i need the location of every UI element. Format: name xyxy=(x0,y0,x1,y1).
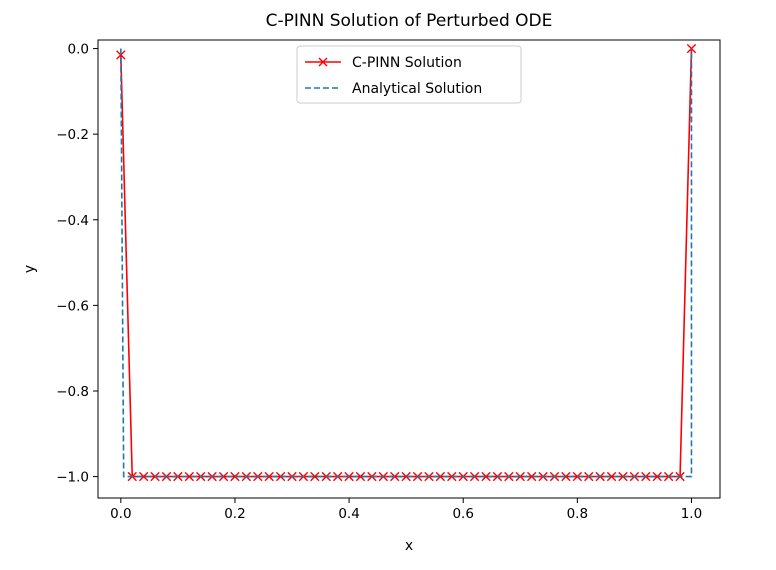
x-marker-stroke xyxy=(561,471,571,482)
axes-frame xyxy=(97,39,721,499)
legend-entry-c-pinn: C-PINN Solution xyxy=(305,55,462,71)
data-point-c-pinn xyxy=(435,471,446,482)
x-marker-stroke xyxy=(606,471,617,482)
data-point-c-pinn xyxy=(561,471,571,482)
y-axis: 0.0 −0.2 −0.4 −0.6 −0.8 −1.0 xyxy=(56,42,98,486)
x-tick-label: 0.2 xyxy=(224,506,245,522)
x-tick-label: 1.0 xyxy=(681,506,702,522)
y-tick-label: −0.6 xyxy=(56,298,89,314)
x-marker-stroke xyxy=(435,471,446,482)
x-marker-stroke xyxy=(116,50,126,60)
data-point-c-pinn xyxy=(572,471,583,482)
x-marker-stroke xyxy=(264,471,274,482)
legend-box xyxy=(296,45,522,104)
y-tick-label: −0.4 xyxy=(56,213,89,229)
x-marker-stroke xyxy=(184,471,194,482)
data-point-c-pinn xyxy=(606,471,617,482)
series-line-c-pinn xyxy=(120,48,693,478)
data-point-c-pinn xyxy=(184,471,194,482)
x-axis: 0.0 0.2 0.4 0.6 0.8 1.0 xyxy=(110,498,702,522)
data-point-c-pinn xyxy=(230,471,240,482)
x-axis-label: x xyxy=(405,538,413,554)
x-marker-stroke xyxy=(275,471,286,482)
x-marker-stroke xyxy=(230,471,240,482)
y-tick-label: −1.0 xyxy=(56,470,89,486)
legend: C-PINN Solution Analytical Solution xyxy=(296,45,522,104)
data-point-c-pinn xyxy=(355,471,366,482)
x-marker-stroke xyxy=(355,471,366,482)
x-marker-stroke xyxy=(652,471,662,482)
plot-area xyxy=(116,43,697,482)
x-marker-stroke xyxy=(686,43,697,54)
x-marker-stroke xyxy=(390,471,400,482)
y-tick-label: −0.2 xyxy=(56,127,89,143)
x-marker-stroke xyxy=(481,471,491,482)
x-marker-stroke xyxy=(138,471,149,482)
data-point-c-pinn xyxy=(481,471,491,482)
y-axis-label: y xyxy=(22,265,38,273)
series-line-analytical xyxy=(120,48,693,478)
legend-label: C-PINN Solution xyxy=(352,55,462,71)
x-marker-stroke xyxy=(401,471,411,482)
legend-swatch-marker xyxy=(318,57,328,67)
data-point-c-pinn xyxy=(310,471,320,482)
data-point-c-pinn xyxy=(116,50,126,60)
x-tick-label: 0.4 xyxy=(338,506,359,522)
x-marker-stroke xyxy=(572,471,583,482)
data-point-c-pinn xyxy=(686,43,697,54)
x-tick-label: 0.8 xyxy=(567,506,588,522)
legend-label: Analytical Solution xyxy=(352,81,482,97)
y-tick-label: −0.8 xyxy=(56,384,89,400)
data-point-c-pinn xyxy=(401,471,411,482)
chart-title: C-PINN Solution of Perturbed ODE xyxy=(266,11,553,31)
x-tick-label: 0.6 xyxy=(452,506,473,522)
data-point-c-pinn xyxy=(264,471,274,482)
data-point-c-pinn xyxy=(275,471,286,482)
data-point-c-pinn xyxy=(652,471,662,482)
y-tick-label: 0.0 xyxy=(68,42,89,58)
x-tick-label: 0.0 xyxy=(110,506,131,522)
legend-entry-analytical: Analytical Solution xyxy=(305,81,482,97)
x-marker-stroke xyxy=(310,471,320,482)
data-point-c-pinn xyxy=(390,471,400,482)
x-marker-stroke xyxy=(526,471,537,482)
data-point-c-pinn xyxy=(138,471,149,482)
data-point-c-pinn xyxy=(526,471,537,482)
